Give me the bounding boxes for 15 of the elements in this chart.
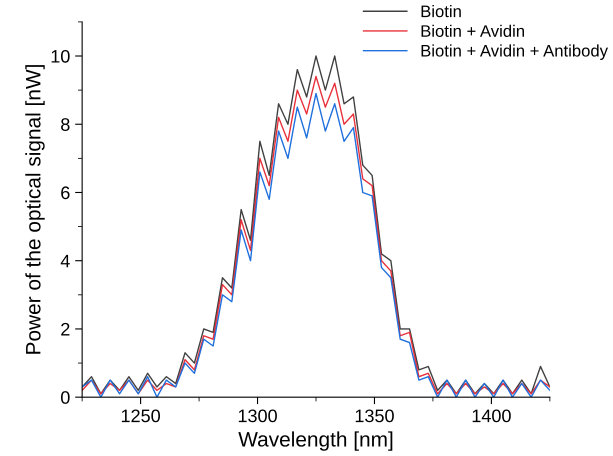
x-tick-label: 1250: [122, 409, 160, 422]
x-tick-label: 1350: [356, 409, 394, 422]
y-tick-label: 10: [52, 50, 70, 63]
legend-label: Biotin + Avidin + Antibody: [422, 44, 608, 60]
y-tick-label: 8: [61, 118, 70, 131]
x-axis-title: Wavelength [nm]: [238, 431, 392, 451]
y-tick-label: 0: [61, 391, 70, 404]
legend-label: Biotin + Avidin: [422, 24, 524, 37]
y-tick-label: 2: [61, 322, 70, 336]
y-tick-label: 4: [60, 254, 70, 268]
y-tick-label: 6: [61, 186, 70, 200]
x-tick-label: 1400: [472, 409, 511, 422]
legend-label: Biotin: [422, 5, 461, 18]
y-axis-title: Power of the optical signal [nW]: [25, 65, 45, 354]
x-tick-label: 1300: [238, 409, 277, 422]
